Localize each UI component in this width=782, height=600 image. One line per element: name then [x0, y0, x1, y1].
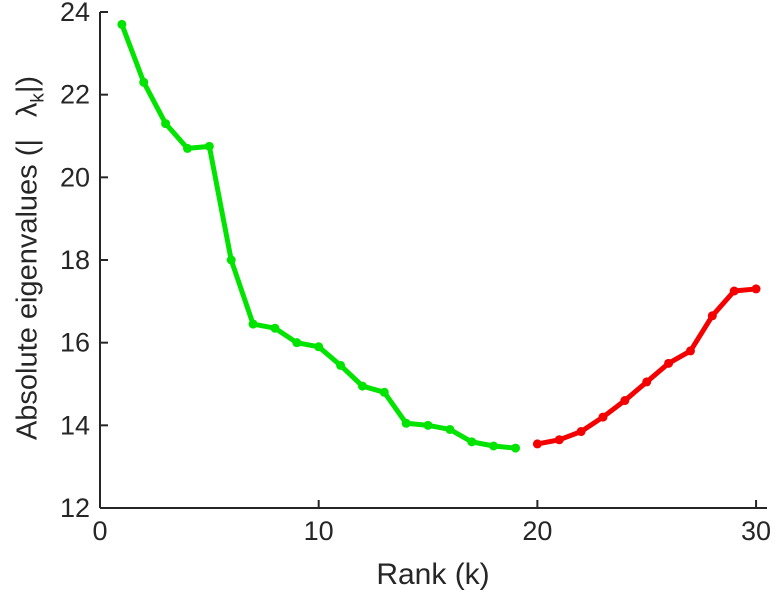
data-point-eigenvalues-descending-green: [314, 342, 324, 352]
y-axis-label-prefix: Absolute eigenvalues (|: [11, 139, 44, 441]
data-point-eigenvalues-ascending-red: [707, 311, 717, 321]
data-point-eigenvalues-descending-green: [248, 319, 258, 329]
data-point-eigenvalues-ascending-red: [598, 412, 608, 422]
data-point-eigenvalues-descending-green: [117, 19, 127, 29]
data-point-eigenvalues-descending-green: [489, 441, 499, 451]
data-point-eigenvalues-descending-green: [182, 143, 192, 153]
y-axis-label: Absolute eigenvalues (| λk|): [12, 76, 49, 440]
x-tick-label: 20: [522, 516, 552, 546]
data-point-eigenvalues-ascending-red: [532, 439, 542, 449]
series-line-eigenvalues-descending-green: [119, 21, 519, 451]
data-point-eigenvalues-descending-green: [161, 119, 171, 129]
data-point-eigenvalues-descending-green: [401, 418, 411, 428]
y-tick-label: 14: [60, 410, 90, 440]
data-point-eigenvalues-ascending-red: [642, 377, 652, 387]
data-point-eigenvalues-descending-green: [292, 338, 302, 348]
y-tick-label: 20: [60, 162, 90, 192]
data-point-eigenvalues-descending-green: [511, 443, 521, 453]
data-point-eigenvalues-ascending-red: [729, 286, 739, 296]
y-tick-label: 12: [60, 493, 90, 523]
x-tick-label: 0: [92, 516, 107, 546]
y-tick-label: 16: [60, 328, 90, 358]
data-point-eigenvalues-descending-green: [423, 420, 433, 430]
data-point-eigenvalues-ascending-red: [751, 284, 761, 294]
data-point-eigenvalues-descending-green: [357, 381, 367, 391]
data-point-eigenvalues-ascending-red: [685, 346, 695, 356]
y-tick-label: 18: [60, 245, 90, 275]
data-point-eigenvalues-ascending-red: [664, 358, 674, 368]
data-point-eigenvalues-descending-green: [445, 424, 455, 434]
data-point-eigenvalues-descending-green: [204, 141, 214, 151]
x-axis-label: Rank (k): [376, 558, 490, 591]
data-point-eigenvalues-ascending-red: [554, 435, 564, 445]
data-point-eigenvalues-descending-green: [226, 255, 236, 265]
x-tick-label: 30: [741, 516, 771, 546]
y-axis-label-lambda: λk|): [11, 75, 48, 118]
series-line-eigenvalues-ascending-red: [534, 286, 759, 447]
y-tick-label: 24: [60, 0, 90, 27]
y-tick-label: 22: [60, 80, 90, 110]
data-point-eigenvalues-ascending-red: [620, 396, 630, 406]
data-point-eigenvalues-descending-green: [336, 360, 346, 370]
data-point-eigenvalues-descending-green: [379, 387, 389, 397]
data-point-eigenvalues-descending-green: [467, 437, 477, 447]
data-point-eigenvalues-descending-green: [139, 77, 149, 87]
data-point-eigenvalues-ascending-red: [576, 427, 586, 437]
x-tick-label: 10: [304, 516, 334, 546]
data-point-eigenvalues-descending-green: [270, 323, 280, 333]
